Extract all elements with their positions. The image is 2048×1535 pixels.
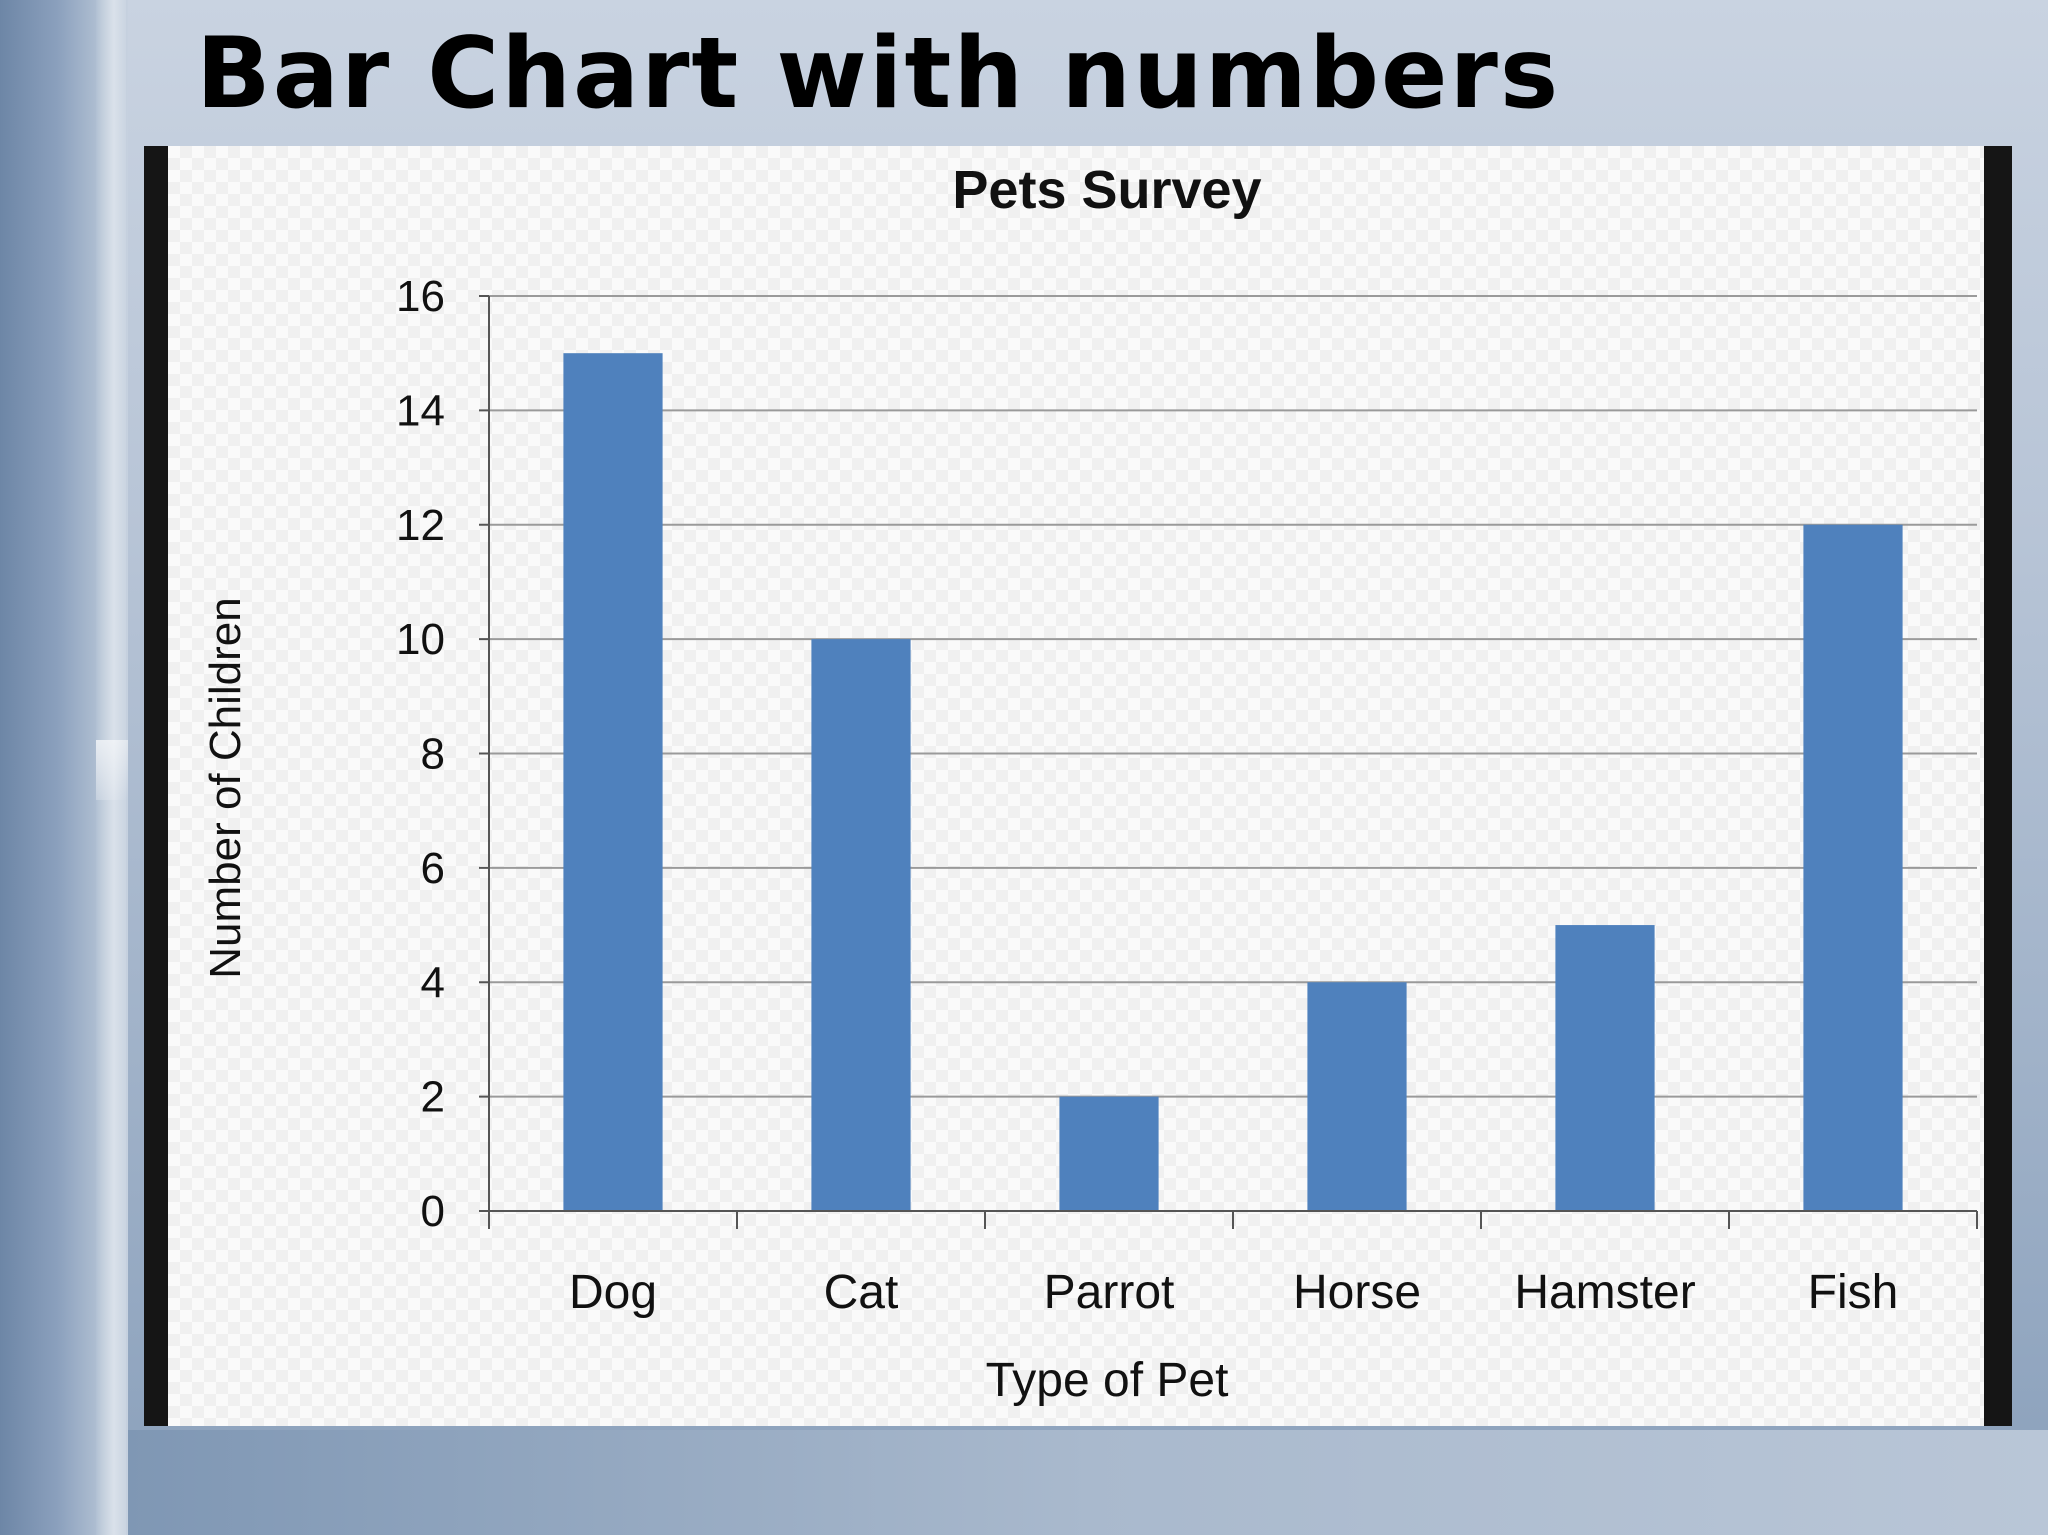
y-tick-label: 16 (396, 272, 445, 321)
chart-frame-left-border (144, 146, 168, 1426)
chart-frame: Pets Survey 0 2 4 6 8 10 12 14 16 Dog Cat Parrot Ho… (144, 146, 2012, 1426)
chart-frame-right-border (1984, 146, 2012, 1426)
x-tick-label: Parrot (1044, 1266, 1175, 1319)
x-tick-label: Dog (569, 1266, 657, 1319)
y-tick-label: 2 (421, 1073, 445, 1122)
bars (563, 353, 1903, 1211)
x-tick-labels: Dog Cat Parrot Horse Hamster Fish (569, 1266, 1898, 1319)
x-tick-label: Cat (824, 1266, 899, 1319)
left-band-notch (96, 740, 128, 800)
y-tick-label: 8 (421, 730, 445, 779)
bar-dog (563, 353, 663, 1211)
y-tick-label: 10 (396, 615, 445, 664)
slide-title: Bar Chart with numbers (196, 17, 1561, 131)
bottom-background-sheen (128, 1430, 2048, 1535)
bar-parrot (1059, 1096, 1159, 1211)
y-tick-label: 6 (421, 844, 445, 893)
x-tick-label: Horse (1293, 1266, 1421, 1319)
bar-cat (811, 639, 911, 1211)
y-tick-label: 12 (396, 501, 445, 550)
gridlines (489, 295, 1977, 1098)
x-tick-label: Hamster (1514, 1266, 1695, 1319)
chart-area: Pets Survey 0 2 4 6 8 10 12 14 16 Dog Cat Parrot Ho… (168, 146, 1984, 1426)
y-tick-label: 0 (421, 1187, 445, 1236)
y-axis-label: Number of Children (201, 597, 250, 979)
x-tick-label: Fish (1808, 1266, 1899, 1319)
x-axis-label: Type of Pet (986, 1354, 1229, 1407)
axes (479, 295, 1978, 1229)
chart-title: Pets Survey (952, 160, 1261, 220)
bar-horse (1307, 982, 1407, 1211)
bar-hamster (1555, 925, 1655, 1211)
bar-chart: Pets Survey 0 2 4 6 8 10 12 14 16 Dog Cat Parrot Ho… (201, 160, 1978, 1407)
y-tick-labels: 0 2 4 6 8 10 12 14 16 (396, 272, 445, 1236)
y-tick-label: 14 (396, 386, 445, 435)
y-tick-label: 4 (421, 958, 445, 1007)
bar-fish (1803, 524, 1903, 1211)
